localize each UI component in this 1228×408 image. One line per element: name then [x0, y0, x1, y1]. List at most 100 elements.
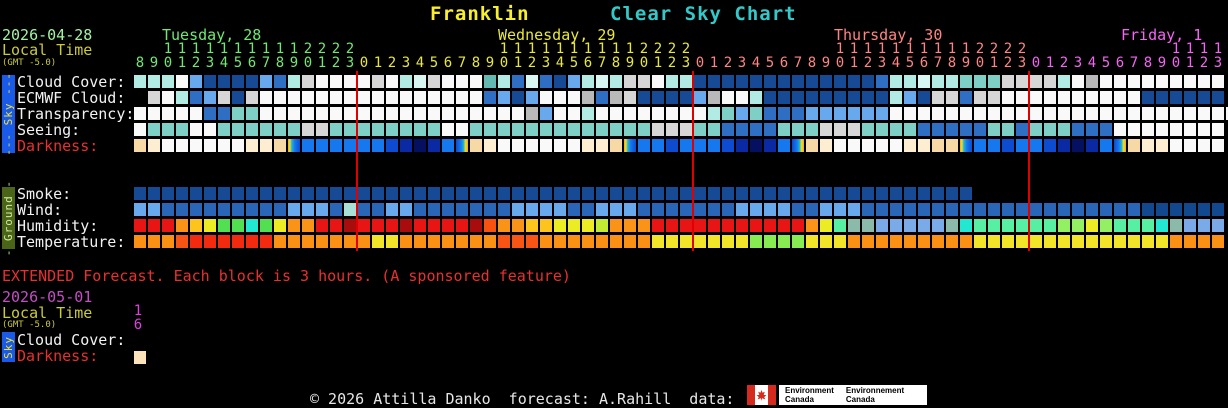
forecast-cell[interactable] [1142, 203, 1154, 216]
forecast-cell[interactable] [1184, 219, 1196, 232]
forecast-cell[interactable] [190, 219, 202, 232]
forecast-cell[interactable] [540, 139, 552, 152]
forecast-cell[interactable] [134, 219, 146, 232]
forecast-cell[interactable] [694, 123, 706, 136]
forecast-cell[interactable] [400, 235, 412, 248]
forecast-cell[interactable] [274, 107, 286, 120]
forecast-cell[interactable] [484, 219, 496, 232]
forecast-cell[interactable] [316, 219, 328, 232]
forecast-cell[interactable] [820, 187, 832, 200]
forecast-cell[interactable] [260, 107, 272, 120]
forecast-cell[interactable] [988, 139, 1000, 152]
forecast-cell[interactable] [792, 91, 804, 104]
forecast-cell[interactable] [274, 203, 286, 216]
forecast-cell[interactable] [204, 123, 216, 136]
forecast-cell[interactable] [848, 139, 860, 152]
forecast-cell[interactable] [820, 139, 832, 152]
forecast-cell[interactable] [288, 107, 300, 120]
forecast-cell[interactable] [974, 235, 986, 248]
forecast-cell[interactable] [680, 187, 692, 200]
forecast-cell[interactable] [190, 91, 202, 104]
forecast-cell[interactable] [330, 91, 342, 104]
forecast-cell[interactable] [610, 75, 622, 88]
forecast-cell[interactable] [848, 203, 860, 216]
forecast-cell[interactable] [204, 235, 216, 248]
forecast-cell[interactable] [582, 91, 594, 104]
forecast-cell[interactable] [1086, 139, 1098, 152]
forecast-cell[interactable] [484, 107, 496, 120]
forecast-cell[interactable] [904, 219, 916, 232]
forecast-cell[interactable] [1002, 91, 1014, 104]
forecast-cell[interactable] [1030, 123, 1042, 136]
forecast-cell[interactable] [624, 107, 636, 120]
forecast-cell[interactable] [610, 187, 622, 200]
forecast-cell[interactable] [512, 107, 524, 120]
forecast-cell[interactable] [890, 203, 902, 216]
forecast-cell[interactable] [1170, 75, 1182, 88]
forecast-cell[interactable] [526, 219, 538, 232]
forecast-cell[interactable] [792, 203, 804, 216]
forecast-cell[interactable] [652, 123, 664, 136]
forecast-cell[interactable] [218, 107, 230, 120]
forecast-cell[interactable] [1170, 235, 1182, 248]
forecast-cell[interactable] [470, 219, 482, 232]
forecast-cell[interactable] [274, 187, 286, 200]
forecast-cell[interactable] [470, 91, 482, 104]
forecast-cell[interactable] [1156, 75, 1168, 88]
forecast-cell[interactable] [932, 187, 944, 200]
forecast-cell[interactable] [330, 123, 342, 136]
forecast-cell[interactable] [568, 187, 580, 200]
forecast-cell[interactable] [204, 203, 216, 216]
forecast-cell[interactable] [512, 187, 524, 200]
forecast-cell[interactable] [834, 219, 846, 232]
forecast-cell[interactable] [722, 91, 734, 104]
forecast-cell[interactable] [876, 123, 888, 136]
forecast-cell[interactable] [610, 219, 622, 232]
forecast-cell[interactable] [596, 187, 608, 200]
forecast-cell[interactable] [456, 123, 468, 136]
forecast-cell[interactable] [1030, 107, 1042, 120]
forecast-cell[interactable] [778, 107, 790, 120]
forecast-cell[interactable] [414, 203, 426, 216]
forecast-cell[interactable] [386, 219, 398, 232]
forecast-cell[interactable] [358, 107, 370, 120]
forecast-cell[interactable] [820, 219, 832, 232]
forecast-cell[interactable] [540, 107, 552, 120]
forecast-cell[interactable] [176, 139, 188, 152]
forecast-cell[interactable] [666, 203, 678, 216]
forecast-cell[interactable] [1016, 203, 1028, 216]
forecast-cell[interactable] [1002, 219, 1014, 232]
forecast-cell[interactable] [288, 203, 300, 216]
forecast-cell[interactable] [778, 123, 790, 136]
forecast-cell[interactable] [750, 107, 762, 120]
forecast-cell[interactable] [876, 203, 888, 216]
forecast-cell[interactable] [526, 187, 538, 200]
forecast-cell[interactable] [428, 235, 440, 248]
forecast-cell[interactable] [526, 139, 538, 152]
forecast-cell[interactable] [890, 187, 902, 200]
forecast-cell[interactable] [428, 219, 440, 232]
forecast-cell[interactable] [1142, 219, 1154, 232]
forecast-cell[interactable] [162, 75, 174, 88]
forecast-cell[interactable] [652, 139, 664, 152]
forecast-cell[interactable] [1100, 139, 1112, 152]
forecast-cell[interactable] [876, 75, 888, 88]
forecast-cell[interactable] [624, 235, 636, 248]
forecast-cell[interactable] [358, 91, 370, 104]
forecast-cell[interactable] [764, 107, 776, 120]
forecast-cell[interactable] [442, 123, 454, 136]
forecast-cell[interactable] [526, 235, 538, 248]
forecast-cell[interactable] [652, 75, 664, 88]
forecast-cell[interactable] [638, 203, 650, 216]
forecast-cell[interactable] [666, 187, 678, 200]
forecast-cell[interactable] [246, 187, 258, 200]
forecast-cell[interactable] [568, 123, 580, 136]
forecast-cell[interactable] [1016, 219, 1028, 232]
forecast-cell[interactable] [372, 187, 384, 200]
forecast-cell[interactable] [1128, 123, 1140, 136]
forecast-cell[interactable] [190, 107, 202, 120]
forecast-cell[interactable] [400, 107, 412, 120]
forecast-cell[interactable] [834, 235, 846, 248]
forecast-cell[interactable] [484, 187, 496, 200]
forecast-cell[interactable] [1198, 139, 1210, 152]
